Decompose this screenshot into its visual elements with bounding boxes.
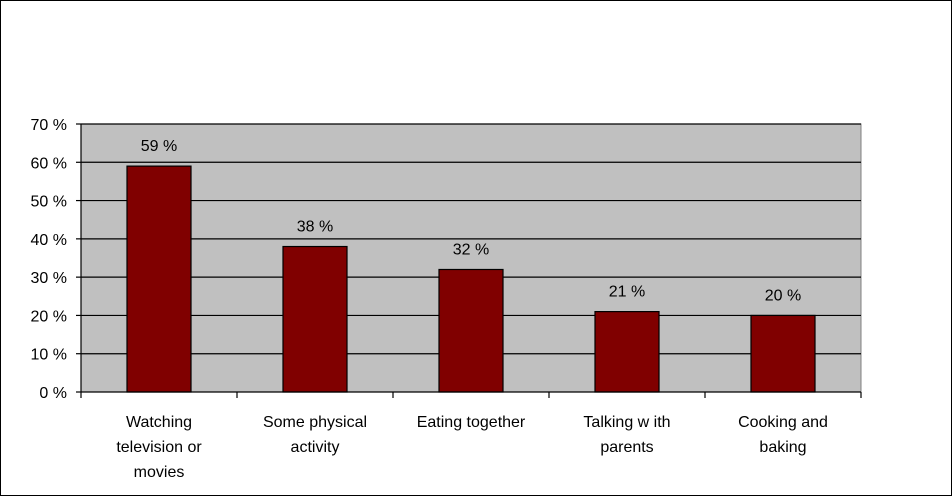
x-category-label: Some physical activity (263, 414, 367, 456)
y-tick-label: 30 % (31, 270, 67, 287)
bar (126, 165, 192, 393)
bar (750, 314, 816, 393)
y-tick-label: 20 % (31, 308, 67, 325)
y-tick-label: 0 % (39, 385, 67, 402)
y-tick-label: 40 % (31, 232, 67, 249)
y-tick-label: 70 % (31, 117, 67, 134)
data-label: 38 % (297, 219, 333, 236)
x-category-label: Cooking and baking (738, 414, 828, 456)
bar (282, 245, 348, 393)
y-tick-label: 50 % (31, 194, 67, 211)
bar (594, 311, 660, 393)
x-category-label: Watching television or movies (116, 414, 202, 481)
x-category-label: Talking w ith parents (583, 414, 670, 456)
data-label: 32 % (453, 241, 489, 258)
y-tick-label: 60 % (31, 155, 67, 172)
data-label: 21 % (609, 284, 645, 301)
data-label: 59 % (141, 138, 177, 155)
x-category-label: Eating together (417, 414, 526, 431)
y-tick-label: 10 % (31, 347, 67, 364)
data-label: 20 % (765, 287, 801, 304)
bar (438, 268, 504, 393)
